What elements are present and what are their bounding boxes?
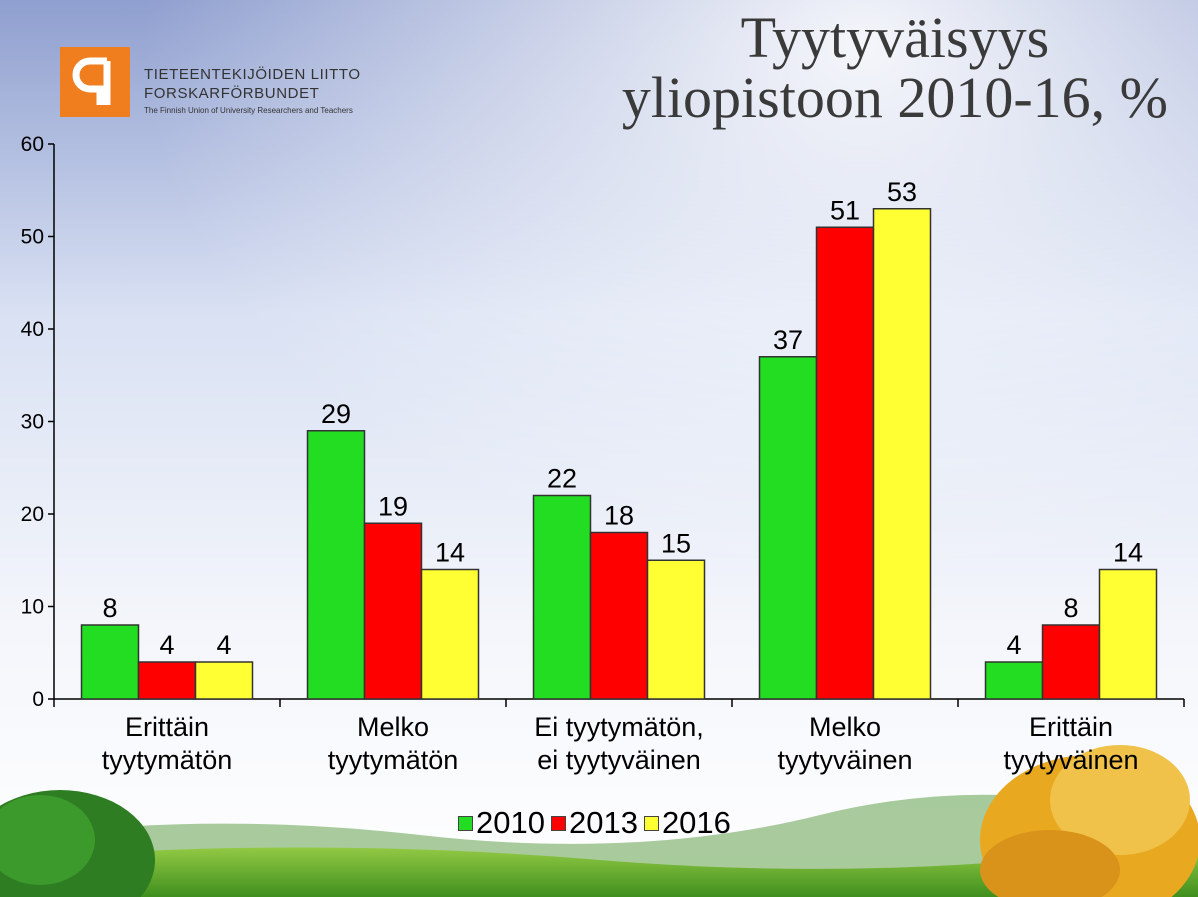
data-label: 8	[1063, 593, 1078, 623]
legend-item-2016: 2016	[643, 805, 731, 841]
category-label: Erittäin	[125, 712, 209, 742]
category-label: tyytymätön	[328, 745, 459, 775]
union-logo-icon	[60, 47, 130, 117]
category-label: Melko	[809, 712, 881, 742]
chart-title: Tyytyväisyys yliopistoon 2010-16, %	[622, 8, 1168, 128]
bar	[1098, 568, 1158, 700]
y-tick-label: 50	[21, 226, 44, 249]
data-label: 53	[887, 177, 917, 207]
legend-swatch-2013	[550, 815, 566, 831]
bar	[984, 661, 1044, 700]
logo-line-3: The Finnish Union of University Research…	[144, 106, 353, 115]
category-label: tyytyväinen	[777, 745, 912, 775]
chart-title-line-1: Tyytyväisyys	[740, 5, 1050, 70]
bar	[815, 226, 875, 700]
data-label: 14	[1113, 538, 1143, 568]
bar	[80, 624, 140, 700]
category-label: ei tyytyväinen	[537, 745, 701, 775]
bar	[194, 661, 254, 700]
y-tick-label: 0	[32, 688, 44, 711]
bar	[872, 208, 932, 700]
category-label: Erittäin	[1029, 712, 1113, 742]
data-label: 8	[102, 593, 117, 623]
category-label: tyytymätön	[102, 745, 233, 775]
legend-item-2013: 2013	[550, 805, 638, 841]
legend-swatch-2016	[643, 815, 659, 831]
data-label: 19	[378, 491, 408, 521]
legend-item-2010: 2010	[458, 805, 545, 841]
y-tick-label: 40	[21, 318, 44, 341]
y-tick-label: 10	[21, 596, 44, 619]
data-label: 29	[321, 399, 351, 429]
legend-label-2010: 2010	[476, 805, 545, 840]
y-tick-label: 30	[21, 411, 44, 434]
bar	[758, 356, 818, 700]
category-label: Melko	[357, 712, 429, 742]
bar	[589, 531, 649, 700]
bar	[137, 661, 197, 700]
category-label: tyytyväinen	[1003, 745, 1138, 775]
data-label: 4	[159, 630, 174, 660]
y-tick-label: 20	[21, 503, 44, 526]
bar	[646, 559, 706, 700]
legend-label-2013: 2013	[568, 805, 638, 840]
legend-label-2016: 2016	[661, 805, 731, 840]
data-label: 37	[773, 325, 803, 355]
bar	[420, 568, 480, 700]
data-label: 18	[604, 501, 634, 531]
data-label: 4	[1006, 630, 1021, 660]
bar	[1041, 624, 1101, 700]
data-label: 4	[216, 630, 231, 660]
data-label: 15	[661, 528, 691, 558]
data-label: 14	[435, 538, 465, 568]
legend-swatch-2010	[458, 815, 473, 831]
legend: 2010 2013 2016	[458, 805, 737, 841]
category-label: Ei tyytymätön,	[534, 712, 704, 742]
logo-line-2: FORSKARFÖRBUNDET	[144, 85, 320, 102]
data-label: 22	[547, 464, 577, 494]
data-label: 51	[830, 195, 860, 225]
bar	[363, 522, 423, 700]
logo-line-1: TIETEENTEKIJÖIDEN LIITTO	[144, 66, 361, 83]
bar	[306, 430, 366, 700]
y-tick-label: 60	[21, 133, 44, 156]
bar	[532, 494, 592, 700]
chart-title-line-2: yliopistoon 2010-16, %	[621, 65, 1168, 130]
